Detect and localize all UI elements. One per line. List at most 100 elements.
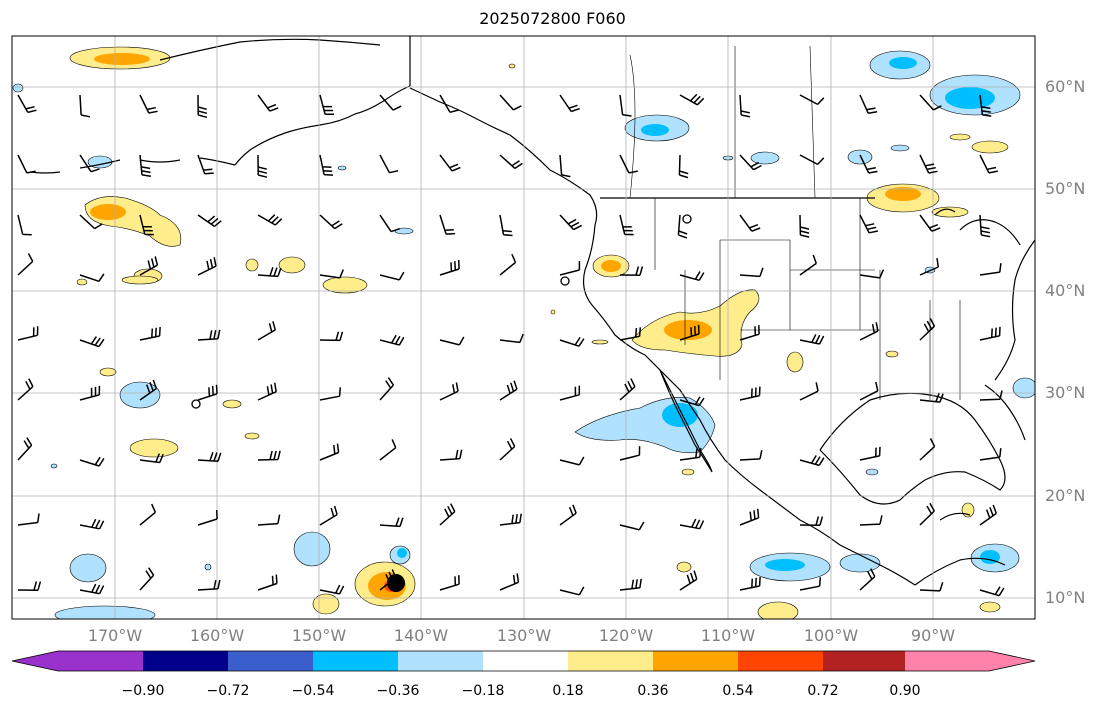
lat-label-50n: 50°N [1045, 179, 1086, 198]
wind-barb [979, 154, 998, 174]
coastline-great-lakes [934, 208, 1021, 246]
station-marker [682, 214, 692, 224]
negative-anomaly [641, 124, 669, 136]
wind-barb [859, 154, 878, 174]
wind-barb [17, 513, 40, 526]
colorbar-bin [228, 651, 313, 671]
wind-barb [799, 214, 810, 238]
wind-barb [79, 456, 105, 467]
negative-anomaly [574, 397, 716, 454]
wind-barb [439, 259, 460, 276]
wind-barb [499, 380, 518, 401]
wind-barb [499, 438, 516, 461]
wind-barb [859, 214, 879, 234]
positive-anomaly [508, 63, 516, 69]
wind-barb [739, 449, 763, 461]
wind-barb [619, 327, 642, 341]
wind-barb [739, 508, 760, 526]
negative-anomaly [119, 381, 161, 409]
wind-barb [859, 322, 879, 341]
colorbar-tick-label: −0.18 [461, 683, 505, 699]
wind-barb [979, 504, 998, 526]
colorbar-outline [11, 650, 1036, 672]
wind-barb [197, 384, 218, 401]
wind-barb [859, 515, 883, 526]
wind-barb [799, 455, 825, 467]
negative-anomaly [204, 563, 212, 571]
wind-barb [197, 94, 208, 119]
wind-barb [859, 446, 881, 461]
negative-anomaly [12, 83, 24, 93]
positive-anomaly [664, 320, 712, 340]
wind-barb [679, 518, 705, 530]
wind-barb [919, 257, 940, 276]
wind-barb [139, 214, 154, 236]
colorbar-tick-label: 0.54 [722, 683, 754, 699]
lat-label-10n: 10°N [1045, 588, 1086, 607]
positive-anomaly [676, 561, 692, 573]
positive-anomaly [550, 309, 556, 315]
wind-barb [799, 577, 822, 591]
wind-barb [619, 521, 645, 531]
wind-barb [17, 437, 33, 461]
wind-barb [619, 214, 634, 236]
wind-barb [739, 386, 761, 401]
canada-province-lines [629, 45, 816, 199]
lat-label-60n: 60°N [1045, 77, 1086, 96]
positive-anomaly [591, 339, 609, 345]
wind-barb [17, 154, 36, 174]
wind-barb [859, 94, 878, 114]
colorbar-bin [823, 651, 905, 671]
wind-barb [257, 514, 281, 526]
wind-barb [799, 254, 818, 276]
wind-barb [619, 446, 641, 461]
lon-label-160w: 160°W [189, 626, 245, 645]
wind-barb [319, 214, 343, 230]
wind-barb [319, 331, 344, 342]
lon-label-120w: 120°W [598, 626, 654, 645]
colorbar-bin [483, 651, 568, 671]
wind-barb [619, 266, 644, 276]
wind-barb [257, 574, 278, 591]
wind-barb [619, 378, 636, 401]
wind-barb [439, 214, 456, 235]
wind-barb [257, 267, 282, 278]
wind-barb [379, 154, 399, 174]
coastline-central-america [914, 512, 1006, 586]
wind-barb [79, 583, 105, 595]
coastlines [29, 36, 1035, 586]
wind-barb [439, 154, 461, 172]
wind-barb [919, 154, 938, 174]
positive-anomaly [601, 260, 621, 272]
colorbar-tick-label: −0.72 [206, 683, 250, 699]
map-title: 2025072800 F060 [479, 9, 626, 28]
wind-barb [559, 504, 577, 526]
wind-barb [17, 214, 32, 236]
lon-label-150w: 150°W [291, 626, 347, 645]
wind-barb [139, 256, 159, 276]
wind-barb [919, 214, 941, 232]
colorbar-bin [738, 651, 823, 671]
positive-anomaly [99, 367, 117, 377]
wind-barb [79, 518, 105, 530]
coastline-florida [984, 384, 1026, 441]
wind-barb [559, 214, 582, 231]
wind-barb [979, 448, 1002, 461]
wind-barbs [17, 93, 1005, 597]
positive-anomaly [971, 140, 1009, 154]
wind-barb [499, 513, 522, 526]
us-state-lines [654, 198, 961, 400]
wind-barb [559, 154, 571, 178]
wind-barb [257, 94, 279, 112]
wind-barb [499, 214, 513, 237]
us-canada-border [409, 36, 875, 199]
positive-anomaly [244, 432, 260, 440]
negative-anomaly [1012, 377, 1035, 399]
colorbar-bin [568, 651, 653, 671]
wind-barb [919, 438, 936, 461]
colorbar-tick-label: 0.36 [637, 683, 669, 699]
wind-barb [739, 267, 764, 278]
coastline-gulf [819, 392, 1006, 505]
negative-anomaly [865, 468, 879, 476]
wind-barb [619, 578, 642, 591]
